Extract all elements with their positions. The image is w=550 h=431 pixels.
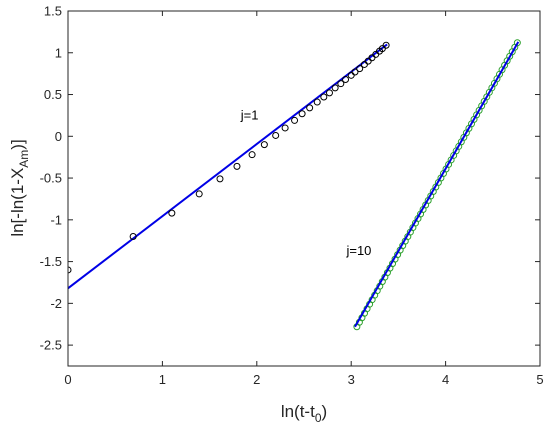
point-j1 <box>298 110 306 118</box>
point-j1 <box>195 190 203 198</box>
point-j1 <box>281 124 289 132</box>
x-axis-label-sub: 0 <box>315 411 322 425</box>
point-j1 <box>382 41 390 49</box>
point-j1 <box>168 209 176 217</box>
point-j1 <box>216 175 224 183</box>
y-axis-label: ln[-ln(1-XAm)] <box>8 139 31 236</box>
annotation-j10: j=10 <box>345 243 371 258</box>
y-axis-label-main: ln[-ln(1-X <box>8 168 27 237</box>
x-axis-label-main: ln(t-t <box>281 402 315 421</box>
point-j1 <box>291 116 299 124</box>
point-j1 <box>260 141 268 149</box>
y-tick-label: -2 <box>50 296 62 311</box>
y-tick-label: 1 <box>55 45 62 60</box>
y-tick-label: 0 <box>55 129 62 144</box>
point-j1 <box>356 65 364 73</box>
data-marks <box>68 39 521 331</box>
x-tick-label: 3 <box>348 372 355 387</box>
point-j1 <box>351 68 359 76</box>
point-j10 <box>513 39 521 47</box>
y-axis-label-tail: )] <box>8 139 27 149</box>
x-tick-label: 5 <box>536 372 543 387</box>
x-axis-label: ln(t-t0) <box>281 402 327 425</box>
point-j1 <box>320 93 328 101</box>
point-j1 <box>331 84 339 92</box>
y-tick-label: -1.5 <box>40 254 62 269</box>
x-axis-label-tail: ) <box>322 402 328 421</box>
axes-box <box>67 10 541 367</box>
x-tick-label: 1 <box>159 372 166 387</box>
y-tick-label: 1.5 <box>44 4 62 19</box>
y-tick-label: -2.5 <box>40 338 62 353</box>
point-j1 <box>68 266 72 274</box>
y-tick-label: -0.5 <box>40 171 62 186</box>
y-axis-label-sub: Am <box>17 150 31 168</box>
point-j1 <box>337 80 345 88</box>
point-j1 <box>272 131 280 139</box>
point-j1 <box>129 233 137 241</box>
point-j1 <box>313 98 321 106</box>
point-j1 <box>342 75 350 83</box>
fit-line-j10 <box>354 41 520 328</box>
point-j1 <box>248 151 256 159</box>
x-tick-label: 2 <box>253 372 260 387</box>
axis-ticks: 0 1 2 3 4 5 -2.5 -2 -1.5 -1 -0.5 0 0.5 1 1.5 <box>40 4 544 388</box>
point-j1 <box>233 162 241 170</box>
point-j1 <box>306 104 314 112</box>
plot-area <box>68 11 540 366</box>
annotation-j1: j=1 <box>240 108 259 123</box>
y-tick-label: 0.5 <box>44 87 62 102</box>
x-tick-label: 4 <box>442 372 449 387</box>
x-tick-label: 0 <box>64 372 71 387</box>
point-j1 <box>325 89 333 97</box>
y-tick-label: -1 <box>50 212 62 227</box>
